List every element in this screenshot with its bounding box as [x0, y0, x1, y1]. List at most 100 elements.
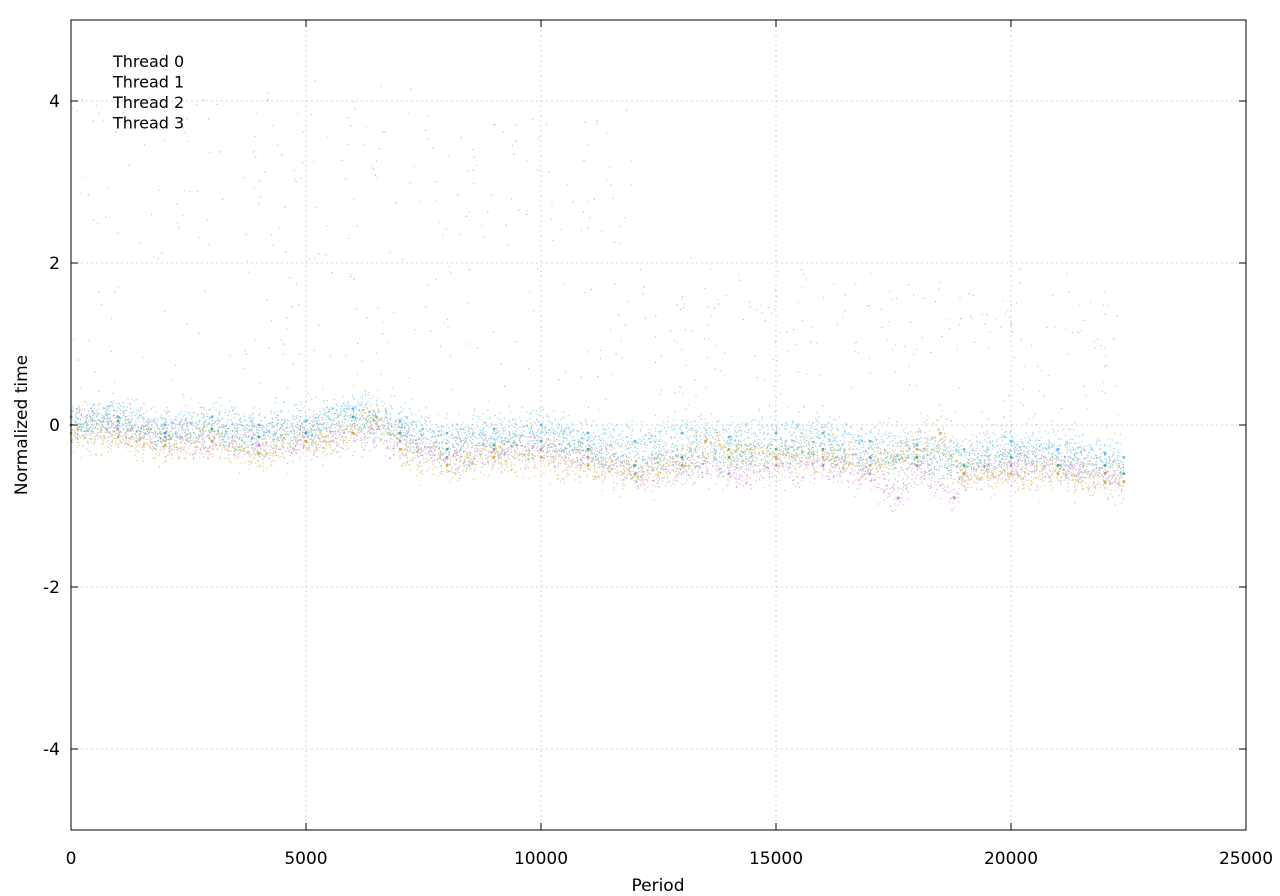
- data-point: [832, 453, 834, 455]
- data-point: [652, 446, 654, 448]
- data-point: [282, 343, 284, 345]
- data-point: [463, 459, 466, 461]
- data-point: [210, 427, 213, 429]
- data-point: [767, 462, 769, 464]
- data-point: [767, 468, 770, 470]
- data-point: [685, 426, 688, 428]
- data-point: [503, 437, 506, 439]
- data-point: [439, 465, 442, 467]
- data-point: [938, 469, 940, 471]
- data-point: [202, 427, 204, 429]
- data-point: [1010, 465, 1012, 467]
- data-point: [617, 314, 620, 316]
- data-point: [628, 460, 630, 462]
- data-point: [468, 465, 470, 467]
- data-point: [361, 360, 363, 362]
- data-point: [911, 470, 913, 472]
- data-point: [80, 413, 83, 415]
- data-point: [420, 447, 422, 449]
- data-point: [366, 317, 368, 319]
- data-point: [959, 468, 961, 470]
- data-point: [821, 463, 823, 465]
- data-point: [950, 477, 952, 479]
- data-point: [221, 198, 224, 200]
- data-point: [616, 452, 618, 454]
- data-point: [819, 466, 822, 468]
- data-point: [434, 449, 436, 452]
- data-point: [683, 454, 686, 457]
- data-point: [149, 440, 151, 442]
- data-point: [874, 464, 876, 467]
- data-point: [427, 138, 429, 140]
- data-point: [482, 440, 484, 442]
- data-point: [833, 477, 835, 479]
- data-point: [390, 448, 392, 451]
- data-point: [162, 417, 165, 419]
- data-point: [349, 234, 351, 236]
- data-point: [938, 478, 940, 480]
- data-point: [461, 460, 464, 462]
- data-point: [825, 450, 827, 453]
- data-point: [295, 451, 297, 454]
- data-point: [381, 438, 383, 440]
- data-point: [421, 438, 423, 441]
- data-point: [290, 430, 293, 432]
- data-point: [875, 462, 878, 464]
- data-point: [727, 442, 729, 444]
- data-point: [823, 465, 825, 467]
- data-point: [650, 460, 653, 462]
- data-point: [1098, 476, 1101, 478]
- data-point: [226, 431, 228, 433]
- data-point: [325, 254, 327, 256]
- data-point: [812, 454, 814, 456]
- data-point: [292, 461, 294, 463]
- data-point: [922, 478, 924, 480]
- data-point: [129, 412, 131, 414]
- data-point: [1122, 473, 1124, 475]
- data-point: [763, 444, 766, 447]
- data-point: [727, 483, 729, 486]
- data-point: [754, 455, 756, 457]
- data-point: [495, 432, 498, 434]
- data-point: [941, 335, 943, 338]
- data-point: [515, 341, 518, 343]
- data-point: [244, 453, 246, 456]
- data-point: [858, 465, 861, 468]
- data-point: [856, 341, 858, 343]
- data-point: [356, 374, 359, 376]
- data-point: [811, 460, 814, 462]
- data-point: [592, 456, 594, 458]
- data-point: [987, 469, 990, 471]
- data-point: [313, 437, 316, 439]
- data-point: [622, 465, 624, 468]
- data-point: [308, 416, 311, 419]
- data-point: [720, 446, 722, 448]
- data-point: [103, 407, 105, 409]
- data-point: [125, 436, 127, 438]
- data-point: [135, 437, 138, 439]
- data-point: [740, 445, 742, 447]
- data-point: [803, 445, 805, 448]
- data-point: [1073, 476, 1076, 478]
- data-point: [1070, 464, 1073, 467]
- data-point: [803, 463, 806, 465]
- data-point: [244, 433, 246, 436]
- data-point: [1100, 459, 1102, 461]
- data-point: [507, 455, 510, 457]
- data-point: [805, 464, 807, 466]
- data-point: [818, 458, 820, 460]
- data-point: [308, 431, 310, 433]
- data-point: [789, 455, 791, 457]
- data-point: [389, 439, 391, 441]
- data-point: [296, 423, 299, 426]
- data-point: [1068, 479, 1070, 481]
- data-point: [756, 309, 758, 311]
- data-point: [898, 458, 900, 461]
- data-point: [272, 439, 274, 441]
- data-point: [1032, 447, 1035, 449]
- data-point: [1050, 457, 1053, 459]
- data-point: [735, 485, 738, 488]
- data-point: [1092, 458, 1094, 460]
- data-point: [796, 475, 799, 477]
- data-point: [513, 436, 515, 438]
